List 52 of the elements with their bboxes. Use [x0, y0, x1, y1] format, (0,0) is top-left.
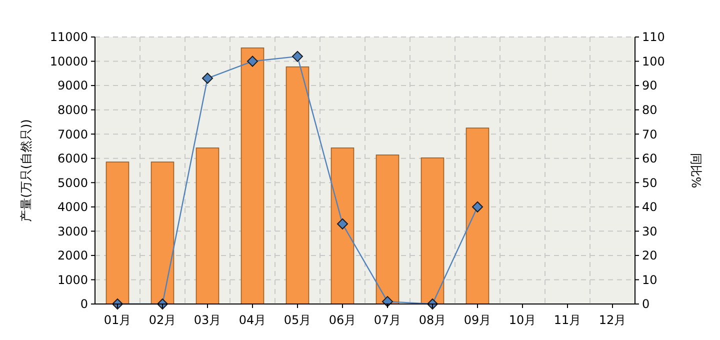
y2-tick-label: 50	[642, 176, 658, 190]
y-tick-label: 5000	[57, 176, 88, 190]
bar	[286, 66, 310, 304]
y-tick-label: 4000	[57, 200, 88, 214]
bar	[196, 148, 220, 304]
x-tick-label: 11月	[554, 313, 582, 327]
y-tick-label: 3000	[57, 224, 88, 238]
y2-tick-label: 0	[642, 297, 650, 312]
x-tick-label: 10月	[508, 313, 536, 327]
bar	[466, 128, 490, 304]
bar	[240, 48, 264, 304]
y2-tick-label: 60	[642, 152, 658, 166]
x-tick-label: 05月	[284, 313, 312, 327]
x-tick-label: 06月	[328, 313, 356, 327]
y-tick-label: 0	[80, 297, 88, 312]
y-tick-label: 10000	[50, 54, 88, 68]
point	[202, 72, 213, 84]
y2-tick-label: 30	[642, 224, 658, 238]
bar	[376, 154, 400, 304]
y-tick-label: 7000	[57, 127, 88, 142]
x-tick-label: 12月	[598, 313, 626, 327]
y-axis-title: 产量(万只(自然只))	[19, 119, 33, 222]
bar	[420, 157, 444, 304]
y2-tick-label: 70	[642, 127, 658, 142]
point	[472, 201, 483, 212]
y2-tick-label: 20	[642, 248, 658, 263]
y2-axis-title: 同比%	[689, 152, 703, 188]
point	[247, 56, 258, 67]
bar	[330, 148, 354, 304]
x-tick-label: 08月	[418, 313, 446, 327]
y-tick-label: 1000	[57, 272, 88, 287]
y2-tick-label: 80	[642, 103, 658, 118]
y-tick-label: 9000	[57, 78, 88, 93]
x-tick-label: 03月	[194, 313, 222, 327]
y-tick-label: 6000	[57, 152, 88, 166]
y-tick-label: 11000	[50, 30, 88, 44]
y2-tick-label: 110	[642, 30, 665, 44]
y-tick-label: 8000	[57, 103, 88, 118]
y-tick-label: 2000	[57, 248, 88, 263]
x-tick-label: 02月	[148, 313, 176, 327]
y2-tick-label: 40	[642, 200, 658, 214]
x-tick-label: 04月	[238, 313, 266, 327]
bar	[106, 162, 130, 304]
y2-tick-label: 100	[642, 54, 665, 68]
x-tick-label: 07月	[374, 313, 402, 327]
y2-tick-label: 90	[642, 78, 658, 93]
bar	[150, 162, 174, 304]
point	[337, 218, 348, 230]
y2-tick-label: 10	[642, 272, 658, 287]
x-tick-label: 09月	[464, 313, 492, 327]
x-tick-label: 01月	[104, 313, 132, 327]
point	[292, 50, 303, 62]
